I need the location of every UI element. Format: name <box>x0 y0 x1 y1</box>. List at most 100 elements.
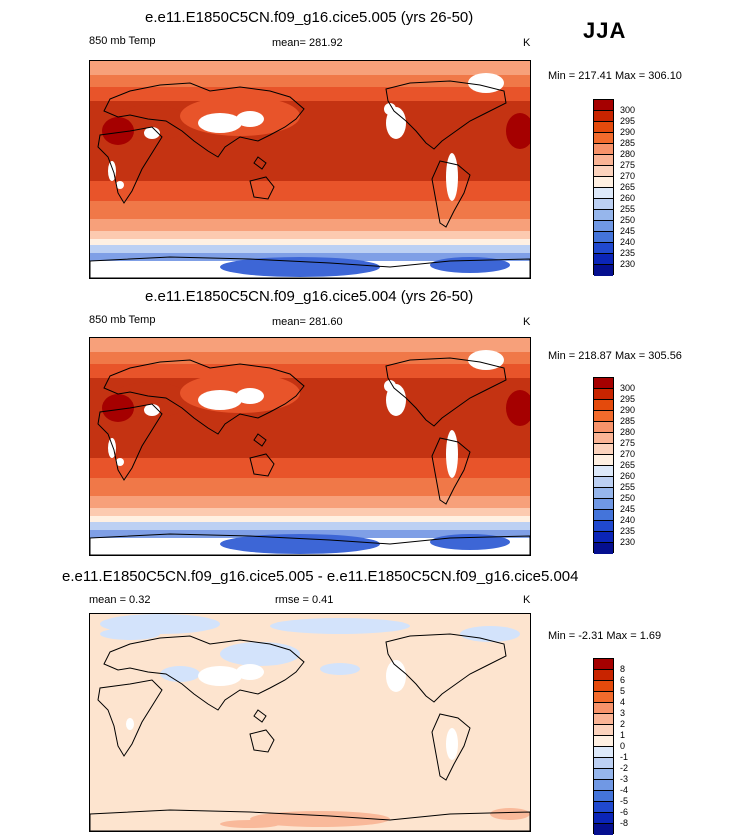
hot-region <box>506 113 530 149</box>
temperature-band <box>90 522 530 530</box>
colorbar-tick-label: 270 <box>620 449 636 459</box>
colorbar-tick-label: -2 <box>620 763 629 773</box>
colorbar-tick-label: 300 <box>620 105 636 115</box>
colorbar-box <box>594 210 613 221</box>
positive-anomaly <box>490 808 530 820</box>
masked-terrain <box>116 181 124 189</box>
colorbar-tick-label: 1 <box>620 730 626 740</box>
masked-terrain <box>198 113 242 133</box>
colorbar-box <box>594 802 613 813</box>
panel2-mean-label: mean= 281.60 <box>272 316 343 328</box>
panel2-minmax: Min = 218.87 Max = 305.56 <box>548 350 682 362</box>
temperature-band <box>90 245 530 253</box>
colorbar-box <box>594 659 613 670</box>
colorbar-box <box>594 543 613 554</box>
masked-terrain <box>144 404 160 416</box>
coastline <box>249 729 275 753</box>
temperature-band <box>90 530 530 538</box>
panel3-map-field <box>90 614 530 831</box>
colorbar-box <box>594 199 613 210</box>
colorbar-box <box>594 791 613 802</box>
coastline <box>253 156 267 170</box>
panel1-colorbar <box>593 99 614 276</box>
colorbar-tick-label: 260 <box>620 193 636 203</box>
colorbar-tick-label: 245 <box>620 504 636 514</box>
colorbar-box <box>594 422 613 433</box>
masked-terrain <box>236 388 264 404</box>
coastline <box>90 533 530 555</box>
panel3-map <box>89 613 531 832</box>
temperature-band <box>90 508 530 516</box>
colorbar-tick-label: -4 <box>620 785 629 795</box>
masked-terrain <box>446 153 458 201</box>
colorbar-tick-label: 235 <box>620 248 636 258</box>
panel1-title: e.e11.E1850C5CN.f09_g16.cice5.005 (yrs 2… <box>145 9 474 26</box>
colorbar-tick-label: 275 <box>620 160 636 170</box>
colorbar-tick-label: 240 <box>620 515 636 525</box>
colorbar-box <box>594 510 613 521</box>
colorbar-box <box>594 265 613 276</box>
coastline <box>385 357 507 427</box>
positive-anomaly <box>220 820 280 828</box>
temperature-band <box>90 338 530 352</box>
colorbar-tick-label: 240 <box>620 237 636 247</box>
colorbar-box <box>594 166 613 177</box>
temperature-band <box>90 516 530 522</box>
colorbar-box <box>594 692 613 703</box>
panel3-title: e.e11.E1850C5CN.f09_g16.cice5.005 - e.e1… <box>62 568 579 585</box>
colorbar-box <box>594 725 613 736</box>
colorbar-box <box>594 488 613 499</box>
coastline <box>90 809 530 831</box>
colorbar-tick-label: -8 <box>620 818 629 828</box>
coastline <box>90 256 530 278</box>
temperature-band <box>90 181 530 201</box>
colorbar-box <box>594 243 613 254</box>
coastline <box>249 453 275 477</box>
panel2-title: e.e11.E1850C5CN.f09_g16.cice5.004 (yrs 2… <box>145 288 474 305</box>
colorbar-box <box>594 499 613 510</box>
colorbar-tick-label: 255 <box>620 204 636 214</box>
colorbar-tick-label: 8 <box>620 664 626 674</box>
masked-terrain <box>198 390 242 410</box>
coastline <box>385 80 507 150</box>
colorbar-tick-label: 290 <box>620 127 636 137</box>
coastline <box>249 176 275 200</box>
colorbar-box <box>594 221 613 232</box>
colorbar-tick-label: -3 <box>620 774 629 784</box>
temperature-band <box>90 496 530 508</box>
panel3-rmse-label: rmse = 0.41 <box>275 594 334 606</box>
temperature-band <box>90 253 530 261</box>
colorbar-box <box>594 444 613 455</box>
hot-region <box>506 390 530 426</box>
temperature-band <box>90 478 530 496</box>
coastline <box>103 82 305 158</box>
masked-terrain <box>446 728 458 760</box>
colorbar-tick-label: 250 <box>620 215 636 225</box>
colorbar-tick-label: 2 <box>620 719 626 729</box>
colorbar-box <box>594 122 613 133</box>
negative-anomaly <box>320 663 360 675</box>
negative-anomaly <box>460 626 520 642</box>
colorbar-tick-label: 245 <box>620 226 636 236</box>
colorbar-box <box>594 747 613 758</box>
hot-region <box>102 117 134 145</box>
panel3-colorbar <box>593 658 614 835</box>
panel3-minmax: Min = -2.31 Max = 1.69 <box>548 630 662 642</box>
masked-terrain <box>386 384 406 416</box>
colorbar-tick-label: -6 <box>620 807 629 817</box>
colorbar-tick-label: 275 <box>620 438 636 448</box>
colorbar-box <box>594 681 613 692</box>
temperature-band <box>90 352 530 364</box>
colorbar-tick-label: 230 <box>620 537 636 547</box>
colorbar-tick-label: 230 <box>620 259 636 269</box>
colorbar-box <box>594 232 613 243</box>
colorbar-tick-label: 255 <box>620 482 636 492</box>
cold-region <box>220 257 380 277</box>
panel2-left-label: 850 mb Temp <box>89 314 156 326</box>
colorbar-box <box>594 400 613 411</box>
masked-terrain <box>108 438 116 458</box>
negative-anomaly <box>270 618 410 634</box>
positive-anomaly <box>250 811 390 827</box>
masked-terrain <box>108 161 116 181</box>
colorbar-tick-label: 295 <box>620 394 636 404</box>
